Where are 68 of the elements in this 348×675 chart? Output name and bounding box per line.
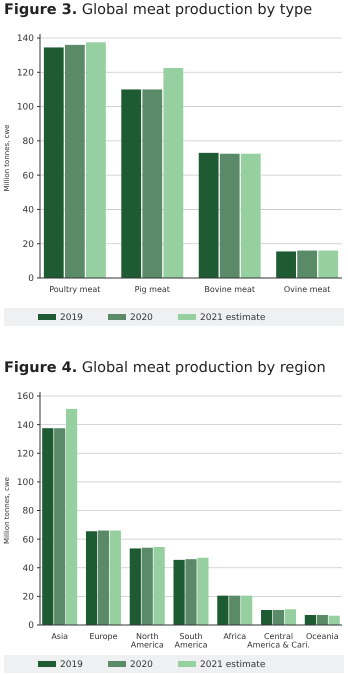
x-tick-label: Pig meat — [134, 285, 170, 294]
legend-label: 2019 — [60, 660, 84, 670]
bar — [304, 614, 316, 625]
x-tick-label: Ovine meat — [284, 285, 330, 294]
x-tick-label: Bovine meat — [204, 285, 256, 294]
legend-label: 2020 — [130, 313, 154, 324]
chart-title: Figure 4. Global meat production by region — [4, 360, 326, 376]
legend-label: 2019 — [60, 313, 84, 324]
x-tick-label: Poultry meat — [49, 285, 100, 294]
x-tick-label: Africa — [223, 632, 246, 641]
bar — [121, 89, 142, 278]
bar — [198, 152, 219, 278]
bar — [64, 44, 85, 278]
bar — [284, 609, 296, 625]
bar — [142, 89, 162, 278]
bar — [229, 596, 240, 625]
bar — [86, 42, 106, 278]
bar — [42, 428, 54, 625]
bar — [98, 530, 110, 625]
bar — [241, 596, 252, 625]
y-tick-label: 60 — [22, 171, 34, 182]
bar — [316, 614, 328, 625]
bar — [328, 616, 340, 625]
bar — [44, 47, 64, 278]
bar — [130, 548, 141, 625]
y-tick-label: 140 — [16, 34, 34, 44]
legend-label: 2021 estimate — [200, 660, 266, 670]
x-tick-label: Asia — [51, 632, 68, 641]
y-tick-label: 120 — [16, 449, 34, 460]
legend-label: 2020 — [130, 660, 154, 670]
y-tick-label: 0 — [28, 621, 34, 632]
bar — [154, 546, 165, 625]
bar — [240, 154, 261, 278]
bar — [54, 428, 66, 625]
legend-label: 2021 estimate — [200, 313, 266, 324]
x-tick-label: South America — [174, 632, 208, 650]
bar — [142, 548, 153, 625]
bar — [318, 250, 338, 278]
bar — [110, 530, 121, 625]
y-tick-label: 100 — [16, 102, 34, 113]
bar — [197, 558, 209, 625]
y-tick-label: 160 — [16, 392, 34, 402]
y-tick-label: 140 — [16, 420, 34, 431]
y-tick-label: 40 — [22, 564, 34, 574]
x-tick-label: Oceania — [306, 632, 339, 641]
bar — [272, 610, 284, 625]
bar — [173, 560, 185, 625]
bar — [297, 250, 318, 278]
y-tick-label: 80 — [22, 506, 34, 517]
bar — [220, 154, 240, 278]
bar — [276, 251, 296, 278]
bar — [66, 408, 78, 625]
y-tick-label: 100 — [16, 478, 34, 488]
bar — [163, 68, 184, 278]
x-tick-label: Europe — [89, 632, 118, 641]
bar — [86, 531, 98, 625]
y-tick-label: 20 — [22, 592, 34, 603]
bar — [185, 559, 197, 625]
y-tick-label: 80 — [22, 137, 34, 148]
y-tick-label: 60 — [22, 535, 34, 546]
y-tick-label: 20 — [22, 240, 34, 250]
y-tick-label: 0 — [28, 274, 34, 284]
chart-title: Figure 3. Global meat production by type — [4, 2, 312, 18]
y-tick-label: 40 — [22, 206, 34, 216]
bar — [261, 610, 272, 625]
y-tick-label: 120 — [16, 68, 34, 78]
x-tick-label: North America — [130, 632, 164, 650]
bar — [217, 596, 228, 625]
